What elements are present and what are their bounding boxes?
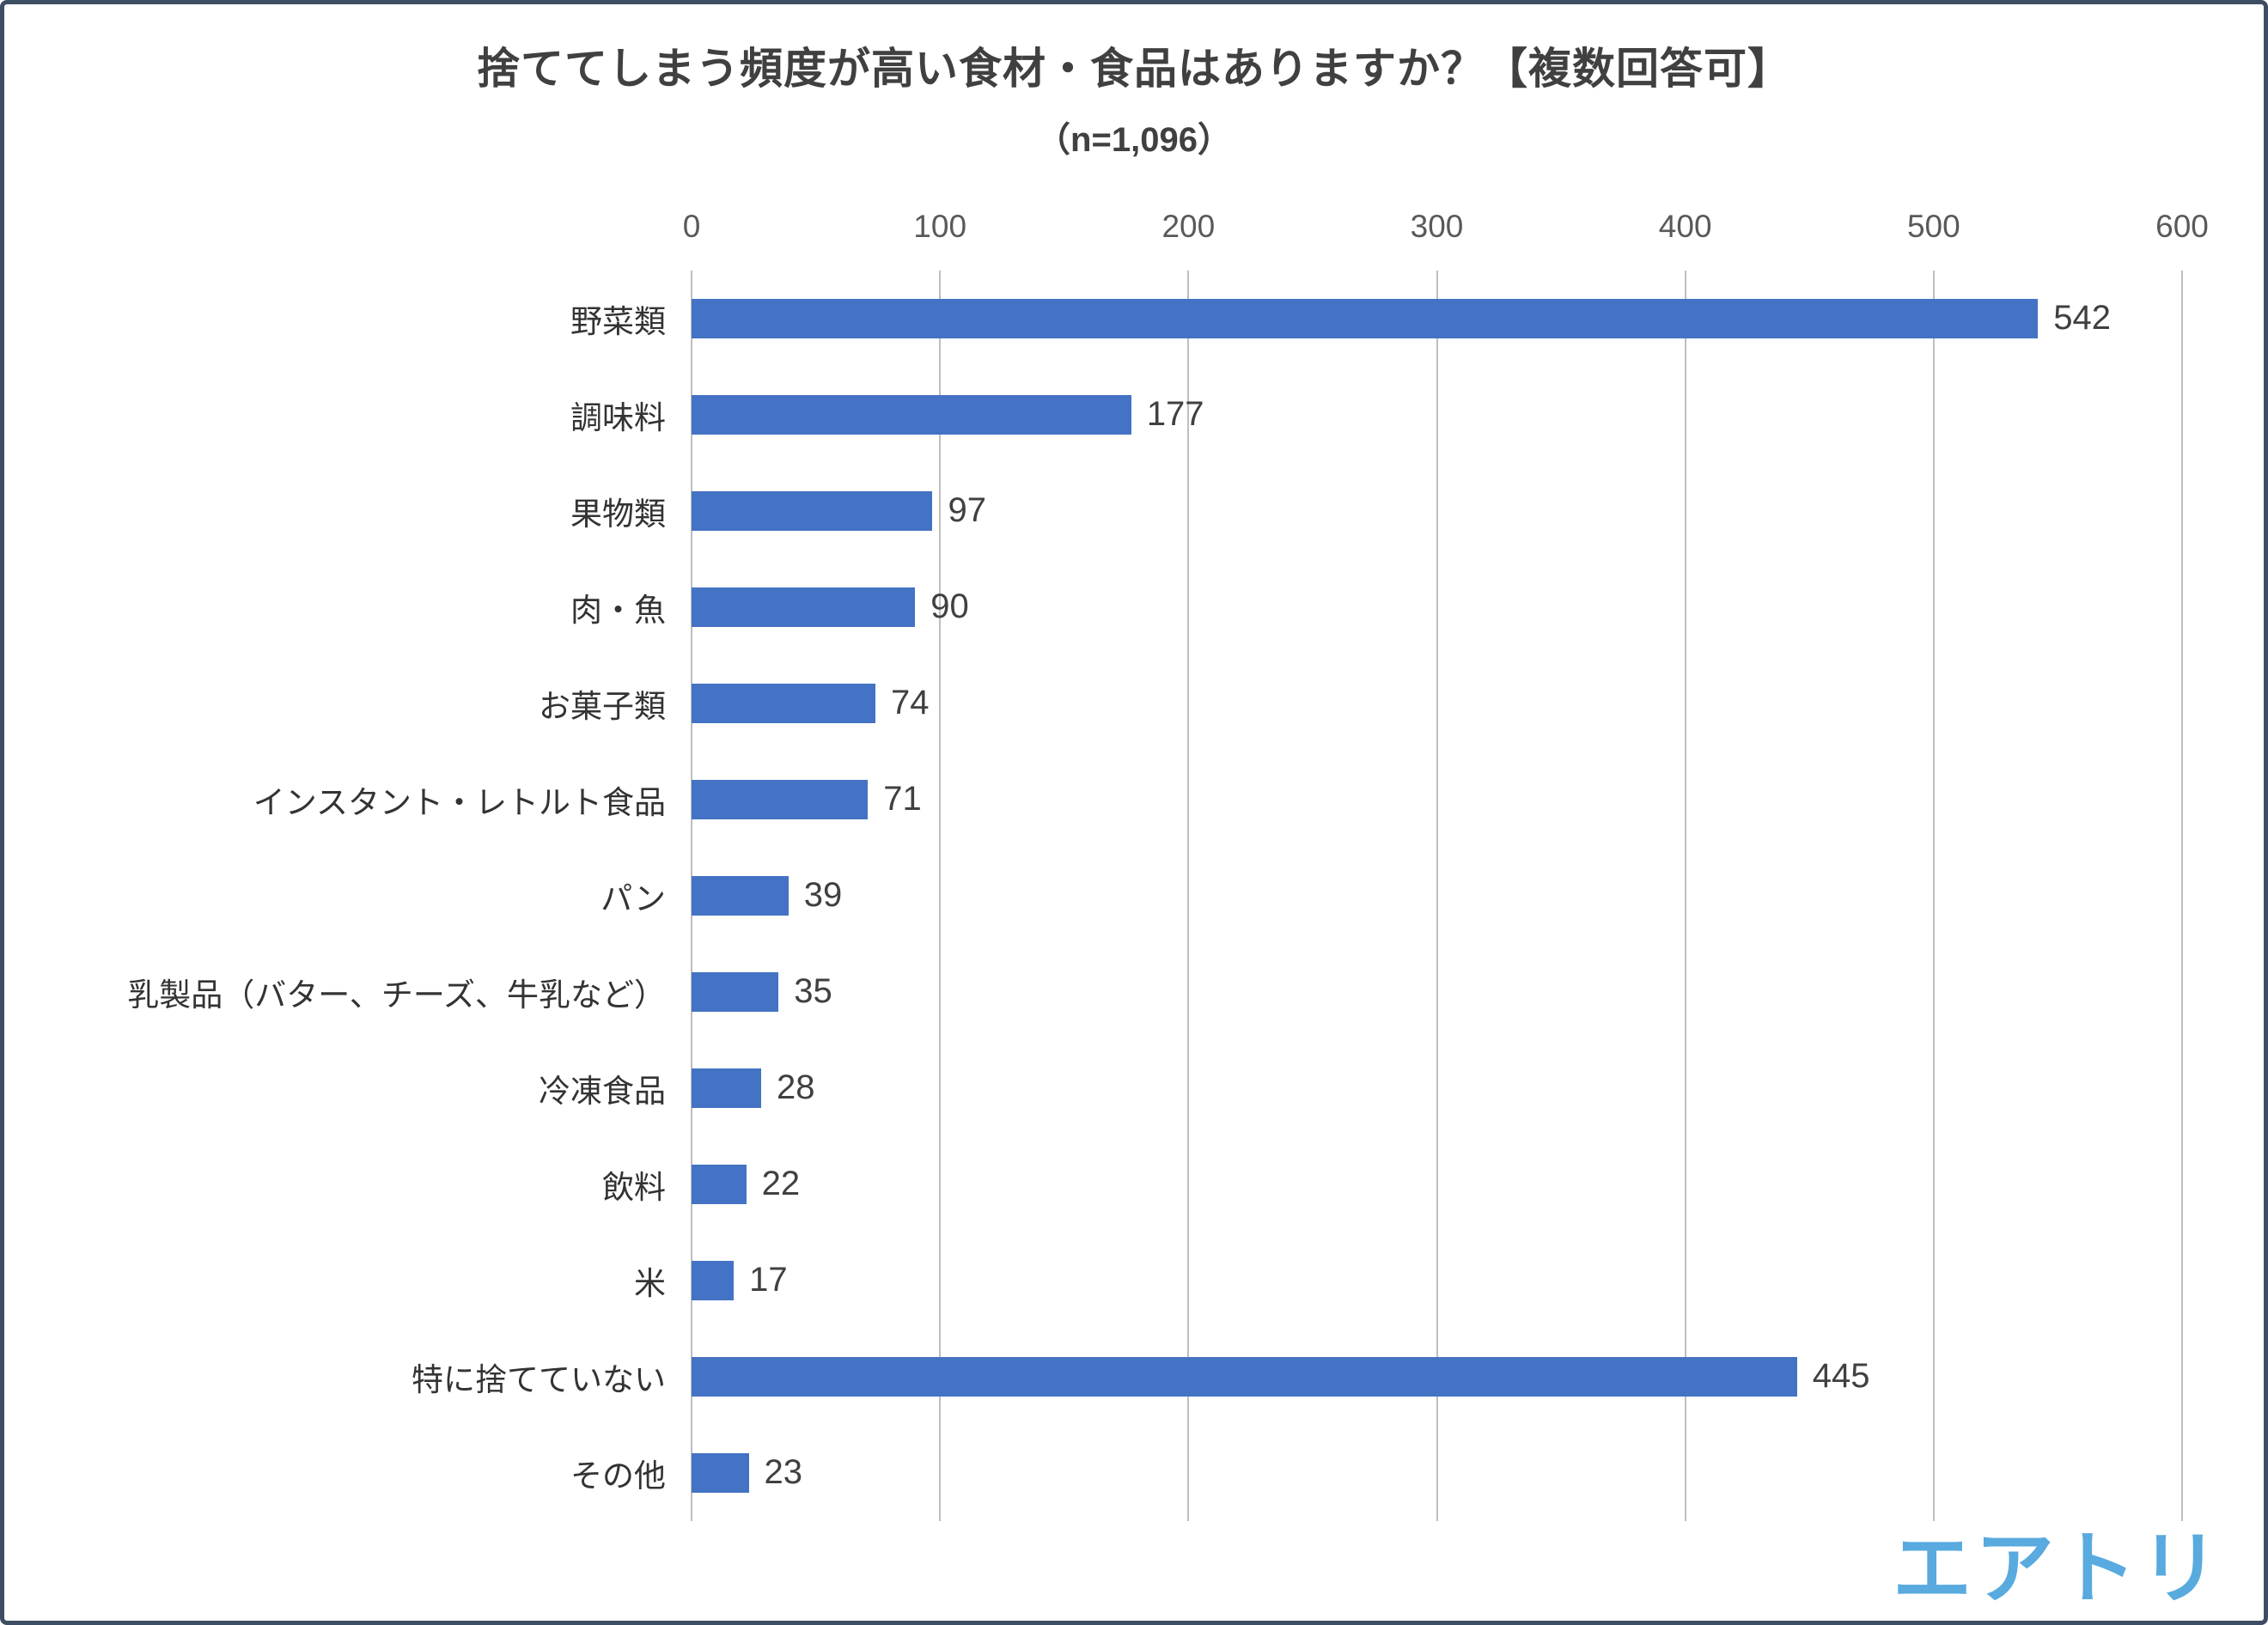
category-label: 乳製品（バター、チーズ、牛乳など） — [127, 977, 666, 1013]
axis-spacer — [4, 209, 692, 271]
gridline — [1436, 270, 1438, 1521]
bar-row: 17 — [692, 1232, 2182, 1329]
gridline — [2181, 270, 2183, 1521]
bar — [692, 779, 869, 819]
value-label: 97 — [948, 491, 986, 529]
bar-row: 22 — [692, 1136, 2182, 1232]
value-label: 445 — [1812, 1357, 1870, 1395]
gridline — [1932, 270, 1935, 1521]
bar — [692, 1452, 749, 1493]
bar — [692, 1164, 747, 1204]
chart-subtitle: （n=1,096） — [1036, 120, 1232, 159]
value-label: 177 — [1146, 395, 1204, 433]
category-label: 米 — [634, 1265, 666, 1301]
bars-area: 542 177 97 90 74 71 39 35 28 22 17 445 23 — [692, 271, 2182, 1521]
value-label: 23 — [764, 1453, 803, 1491]
category-label: 飲料 — [602, 1169, 666, 1205]
value-label: 22 — [761, 1165, 801, 1202]
x-axis: 0 100 200 300 400 500 600 — [4, 208, 2209, 271]
x-axis-tick-label: 300 — [1410, 208, 1464, 244]
value-label: 17 — [749, 1261, 788, 1299]
value-label: 39 — [803, 876, 843, 914]
category-label: インスタント・レトルト食品 — [253, 784, 666, 820]
x-axis-tick-label: 400 — [1658, 208, 1712, 244]
value-label: 542 — [2053, 299, 2112, 337]
category-labels: 野菜類調味料果物類肉・魚お菓子類インスタント・レトルト食品パン乳製品（バター、チ… — [4, 271, 692, 1521]
plot-area: 542 177 97 90 74 71 39 35 28 22 17 445 23 — [691, 270, 2183, 1521]
bar-row: 39 — [692, 848, 2182, 944]
bar — [692, 1260, 735, 1300]
bar — [692, 683, 875, 723]
bar-chart: 0 100 200 300 400 500 600 野菜類調味料果物類肉・魚お菓子類インスタ… — [4, 209, 2264, 1521]
bar — [692, 298, 2039, 338]
bar-row: 28 — [692, 1040, 2182, 1136]
gridline — [1187, 270, 1190, 1521]
value-label: 35 — [794, 972, 832, 1010]
x-axis-tick-label: 500 — [1906, 208, 1960, 244]
bar — [692, 971, 779, 1012]
chart-header: 捨ててしまう頻度が高い食材・食品はありますか？【複数回答可】 （n=1,096） — [4, 4, 2264, 161]
bar-row: 35 — [692, 944, 2182, 1040]
bar-row: 74 — [692, 655, 2182, 752]
category-label: その他 — [570, 1458, 666, 1494]
bar — [692, 1356, 1797, 1397]
bar-row: 90 — [692, 559, 2182, 655]
category-label: お菓子類 — [539, 688, 666, 724]
category-label: 果物類 — [570, 496, 666, 532]
bar-row: 177 — [692, 367, 2182, 463]
value-label: 90 — [930, 587, 969, 625]
chart-title: 捨ててしまう頻度が高い食材・食品はありますか？【複数回答可】 — [477, 45, 1791, 93]
value-label: 74 — [890, 684, 930, 721]
bar-row: 445 — [692, 1329, 2182, 1425]
value-label: 28 — [776, 1068, 815, 1106]
bar — [692, 394, 1131, 435]
category-label: 冷凍食品 — [539, 1073, 666, 1109]
value-label: 71 — [883, 780, 922, 818]
gridline — [939, 270, 942, 1521]
bar — [692, 587, 916, 627]
airtrip-logo: エアトリ — [1892, 1525, 2222, 1613]
category-label: 特に捨てていない — [412, 1361, 666, 1397]
bar-row: 23 — [692, 1425, 2182, 1521]
x-axis-tick-label: 200 — [1161, 208, 1216, 244]
bar — [692, 875, 789, 916]
x-axis-tick-label: 600 — [2155, 208, 2209, 244]
x-axis-tick-label: 100 — [913, 208, 967, 244]
bar-row: 97 — [692, 463, 2182, 559]
x-axis-ticks: 0 100 200 300 400 500 600 — [683, 208, 2209, 248]
category-label: 野菜類 — [570, 303, 666, 339]
chart-body: 野菜類調味料果物類肉・魚お菓子類インスタント・レトルト食品パン乳製品（バター、チ… — [4, 270, 2183, 1521]
gridline — [1684, 270, 1686, 1521]
category-label: 調味料 — [570, 399, 666, 435]
category-label: 肉・魚 — [570, 592, 666, 628]
bar-row: 71 — [692, 752, 2182, 848]
category-label: パン — [601, 880, 666, 916]
x-axis-tick-label: 0 — [682, 208, 701, 244]
bar — [692, 490, 933, 531]
bar — [692, 1068, 761, 1108]
bar-row: 542 — [692, 271, 2182, 367]
